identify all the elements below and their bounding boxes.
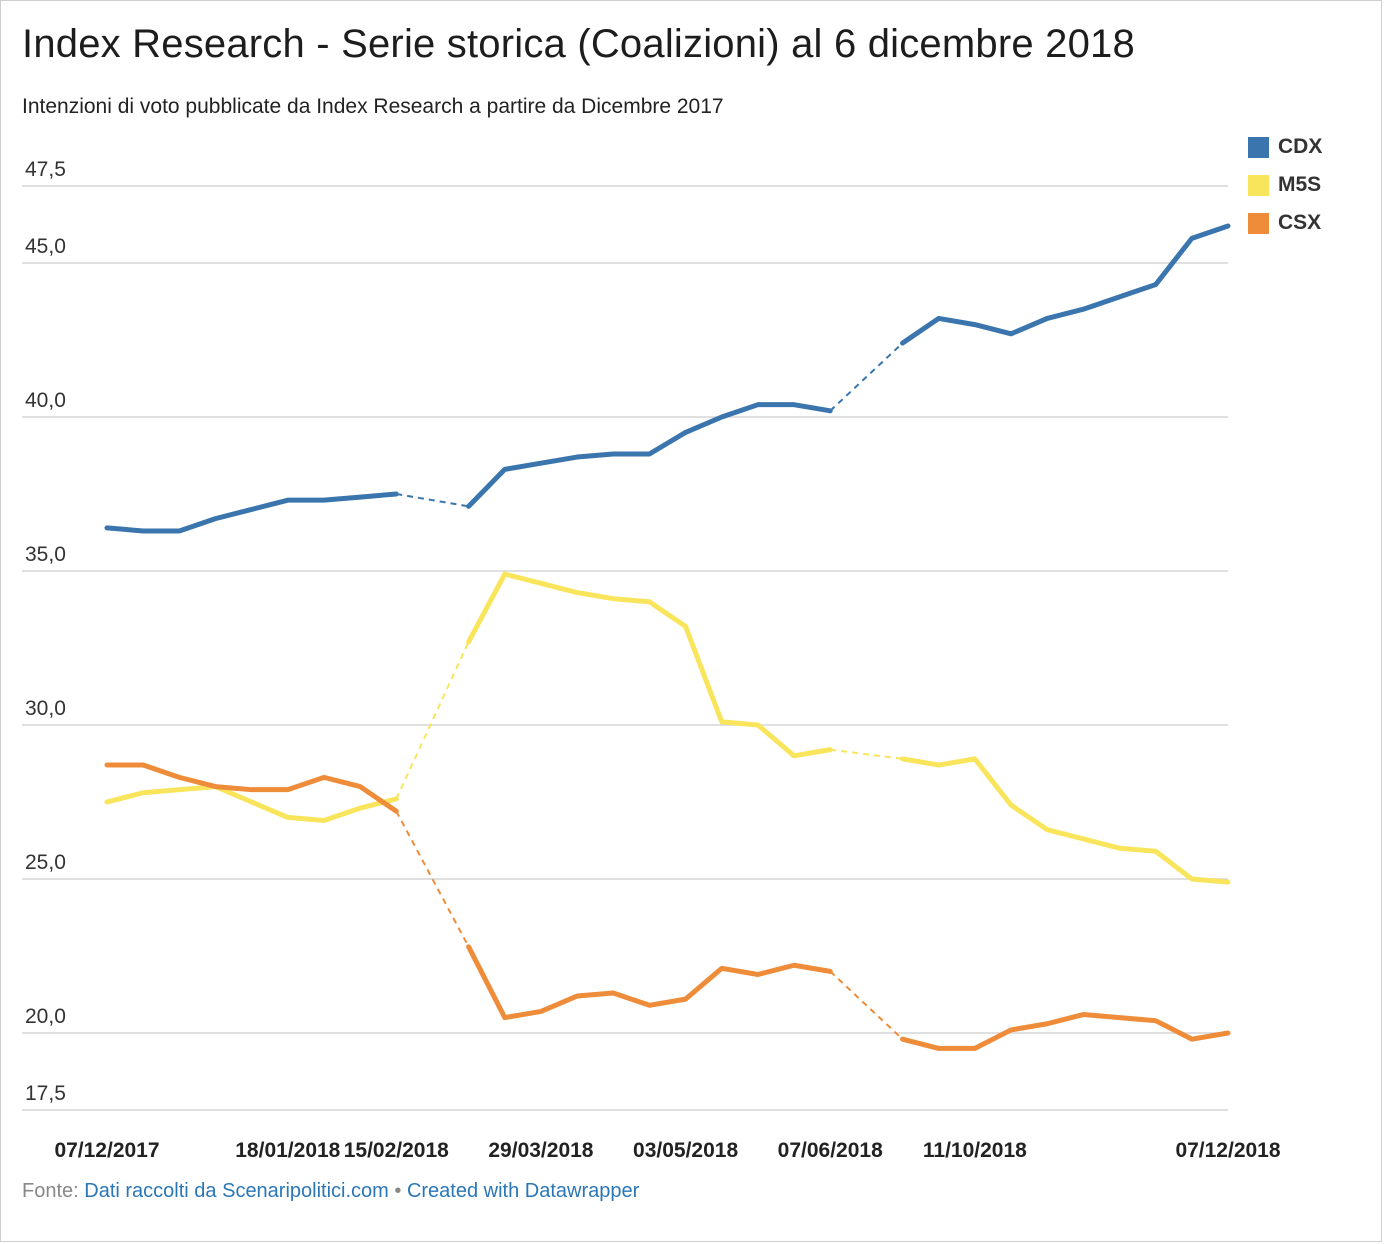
x-tick-label: 11/10/2018 <box>923 1139 1027 1162</box>
y-tick-label: 47,5 <box>25 158 66 181</box>
x-tick-label: 18/01/2018 <box>235 1139 340 1162</box>
series-lines <box>104 223 1231 1051</box>
series-gap-csx <box>829 970 904 1040</box>
y-axis-labels: 17,5 20,0 25,0 30,0 35,0 40,0 45,0 47,5 <box>25 158 66 1105</box>
series-line-cdx <box>900 223 1231 346</box>
legend-label-csx: CSX <box>1278 211 1322 234</box>
legend-label-cdx: CDX <box>1278 135 1323 158</box>
series-m5s <box>104 571 1231 885</box>
chart-subtitle: Intenzioni di voto pubblicate da Index R… <box>22 95 724 118</box>
series-gap-cdx <box>829 342 904 412</box>
y-tick-label: 40,0 <box>25 389 66 412</box>
footer: Fonte: Dati raccolti da Scenaripolitici.… <box>22 1180 639 1203</box>
y-tick-label: 35,0 <box>25 543 66 566</box>
x-tick-label: 15/02/2018 <box>344 1139 449 1162</box>
legend-swatch-cdx <box>1248 136 1269 158</box>
footer-source-link[interactable]: Dati raccolti da Scenaripolitici.com <box>84 1180 389 1202</box>
legend-item-cdx[interactable]: CDX <box>1248 128 1322 166</box>
series-line-m5s <box>900 756 1231 885</box>
series-line-csx <box>900 1012 1231 1051</box>
series-cdx <box>104 223 1231 534</box>
legend-item-csx[interactable]: CSX <box>1248 204 1322 242</box>
legend-item-m5s[interactable]: M5S <box>1248 166 1322 204</box>
x-tick-label: 29/03/2018 <box>488 1139 593 1162</box>
grid-lines <box>22 185 1228 1111</box>
legend-swatch-m5s <box>1248 174 1269 196</box>
legend: CDX M5S CSX <box>1248 128 1322 242</box>
series-line-csx <box>466 944 833 1021</box>
x-tick-label: 07/06/2018 <box>778 1139 883 1162</box>
footer-separator: • <box>388 1180 407 1202</box>
footer-credit-link[interactable]: Created with Datawrapper <box>406 1180 640 1202</box>
x-tick-label: 03/05/2018 <box>633 1139 738 1162</box>
y-tick-label: 30,0 <box>25 697 66 720</box>
series-line-m5s <box>104 784 399 823</box>
series-line-m5s <box>466 571 833 759</box>
footer-prefix: Fonte: <box>22 1180 85 1202</box>
series-line-cdx <box>104 491 399 534</box>
series-csx <box>104 762 1231 1051</box>
x-tick-label: 07/12/2018 <box>1175 1139 1280 1162</box>
y-tick-label: 20,0 <box>25 1005 66 1028</box>
y-tick-label: 17,5 <box>25 1082 66 1105</box>
series-gap-m5s <box>830 748 903 760</box>
series-gap-csx <box>395 810 470 948</box>
series-gap-cdx <box>396 493 469 508</box>
x-tick-label: 07/12/2017 <box>54 1139 159 1162</box>
series-line-csx <box>104 762 399 814</box>
y-tick-label: 45,0 <box>25 235 66 258</box>
legend-swatch-csx <box>1248 212 1269 234</box>
x-axis-labels: 07/12/2017 18/01/2018 15/02/2018 29/03/2018… <box>54 1139 1280 1162</box>
series-line-cdx <box>466 402 833 509</box>
chart-title: Index Research - Serie storica (Coalizio… <box>22 22 1135 66</box>
legend-label-m5s: M5S <box>1278 173 1322 196</box>
series-gap-m5s <box>395 641 470 800</box>
y-tick-label: 25,0 <box>25 851 66 874</box>
